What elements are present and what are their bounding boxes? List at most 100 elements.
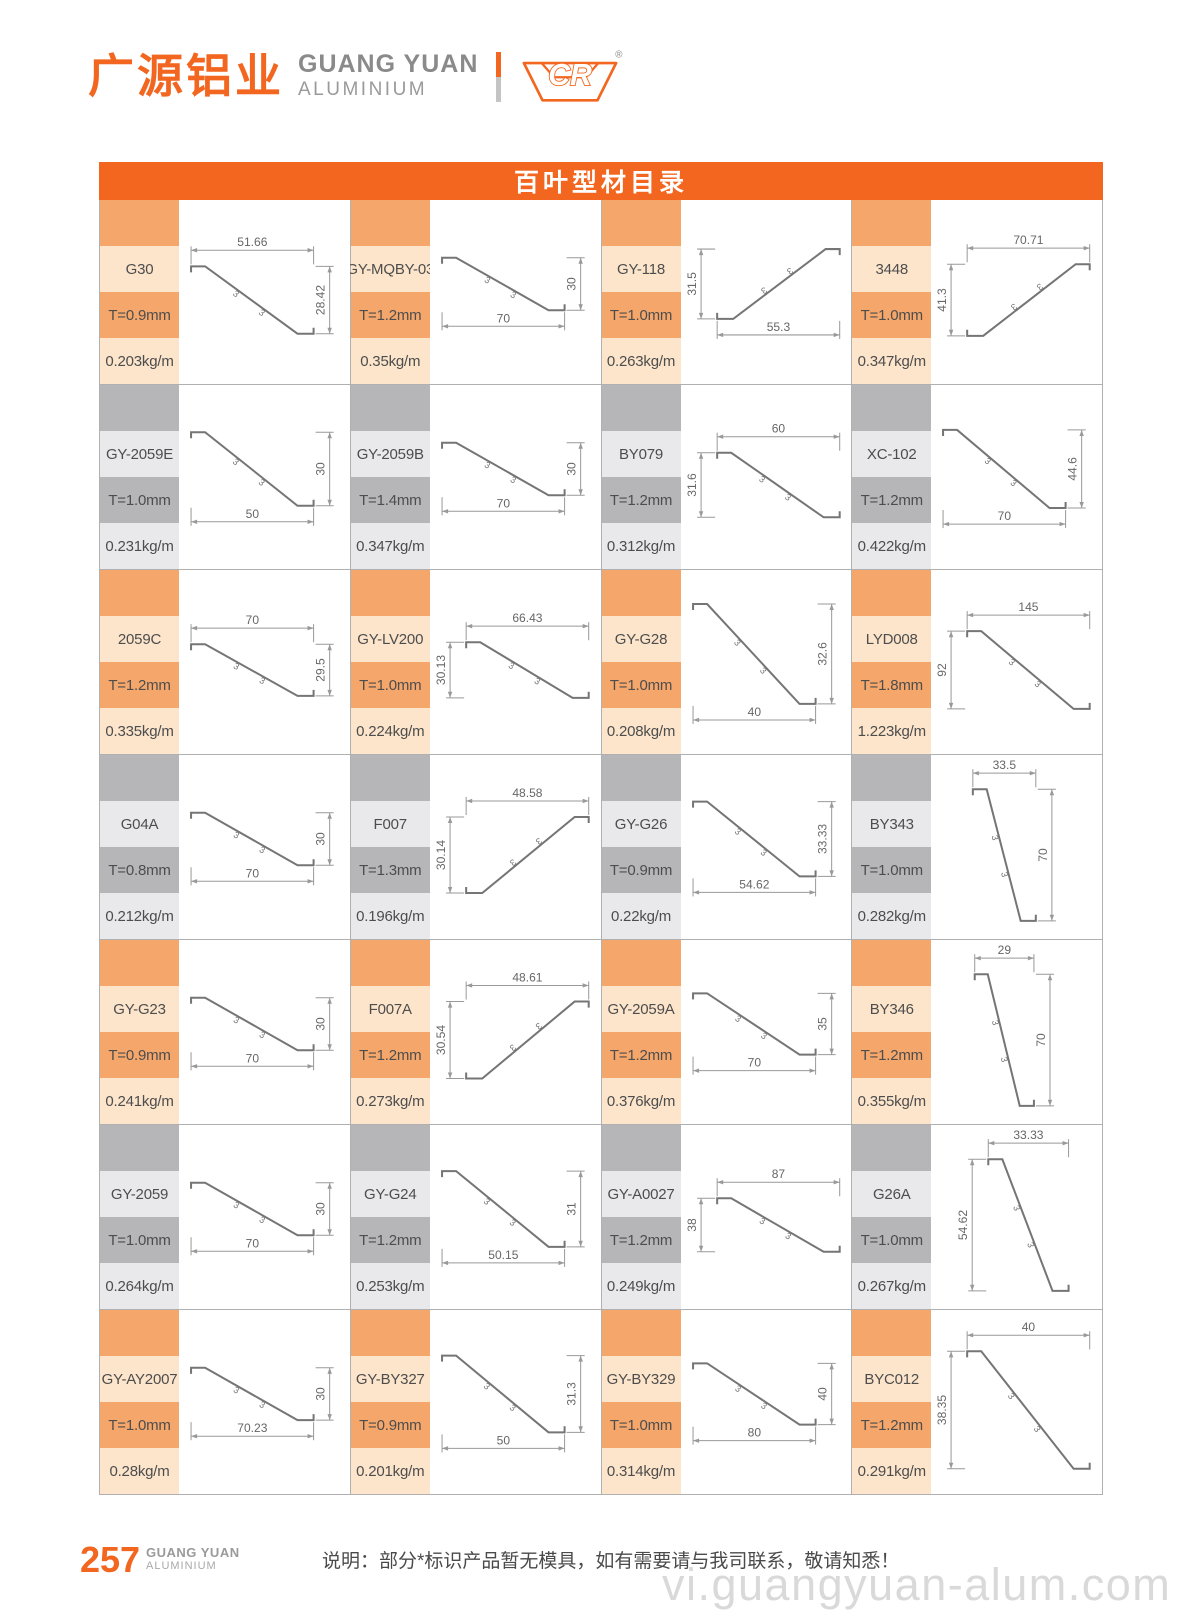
dimension-arrow (716, 434, 723, 439)
dimension-arrow (327, 1414, 332, 1421)
dimension-arrow (692, 890, 699, 895)
profile-thickness: T=1.2mm (852, 477, 932, 523)
clip-glyph: 3 (732, 637, 743, 647)
profile-outline (942, 428, 1067, 510)
profile-drawing: 3 3 54.62 33.33 (691, 800, 836, 897)
profile-drawing-area: 3 3 70 44.6 (931, 385, 1102, 569)
catalog-row: GY-2059E T=1.0mm 0.231kg/m 3 3 50 30 GY-2059B T=… (100, 385, 1103, 570)
profile-thickness: T=1.0mm (100, 1217, 179, 1263)
clip-glyph: 3 (733, 1013, 743, 1024)
dimension-label: 30.13 (434, 655, 448, 685)
dimension-label: 31.5 (685, 272, 699, 296)
profile-weight: 0.263kg/m (601, 338, 681, 384)
dimension-label: 28.42 (314, 285, 328, 315)
dimension-label: 30 (564, 277, 578, 291)
profile-code: GY-2059 (100, 1171, 179, 1217)
profile-thickness: T=1.2mm (350, 1217, 430, 1263)
profile-drawing: 3 3 70 30 (190, 996, 334, 1071)
profile-weight: 0.422kg/m (852, 523, 932, 569)
dimension-arrow (828, 697, 834, 704)
profile-code: F007A (350, 986, 430, 1032)
clip-glyph: 3 (1007, 657, 1017, 668)
profile-drawing-area: 3 3 50 30 (179, 385, 350, 569)
dimension-arrow (447, 642, 453, 649)
logo-english: GUANG YUAN ALUMINIUM (298, 44, 478, 108)
profile-drawing-area: 3 3 51.66 28.42 (179, 200, 350, 384)
footer-brand-line1: GUANG YUAN (146, 1545, 240, 1560)
dimension-arrow (327, 499, 332, 506)
clip-glyph: 3 (258, 1029, 267, 1040)
profile-drawing-area: 3 3 55.3 31.5 (680, 200, 852, 384)
profile-cell: GY-BY329 T=1.0mm 0.314kg/m 3 3 80 40 (601, 1310, 853, 1495)
dimension-label: 70 (496, 496, 510, 510)
band-accent (601, 385, 681, 431)
clip-glyph: 3 (1011, 1204, 1022, 1212)
profile-drawing-area: 3 3 70 35 (680, 940, 852, 1124)
footer-brand: GUANG YUAN ALUMINIUM (146, 1545, 240, 1572)
profile-cell: GY-2059A T=1.2mm 0.376kg/m 3 3 70 35 (601, 940, 853, 1125)
dimension-arrow (191, 625, 198, 631)
dimension-arrow (1048, 974, 1053, 981)
clip-glyph: 3 (257, 477, 267, 488)
dimension-arrow (949, 702, 954, 709)
dimension-arrow (698, 249, 703, 256)
profile-drawing-area: 3 3 70.23 30 (179, 1310, 350, 1494)
band-accent (601, 570, 681, 616)
profile-thickness: T=0.9mm (100, 1032, 179, 1078)
dimension-arrow (943, 521, 950, 527)
profile-code: GY-2059A (601, 986, 681, 1032)
clip-glyph: 3 (508, 857, 518, 868)
profile-drawing-area: 3 3 145 92 (931, 570, 1102, 754)
profile-weight: 0.208kg/m (601, 708, 681, 754)
band-accent (852, 1125, 932, 1171)
band-accent (350, 1310, 430, 1356)
profile-label-column: GY-AY2007 T=1.0mm 0.28kg/m (100, 1310, 179, 1494)
band-accent (601, 755, 681, 801)
clip-glyph: 3 (258, 1399, 267, 1410)
profile-weight: 0.347kg/m (350, 523, 430, 569)
profile-label-column: G30 T=0.9mm 0.203kg/m (100, 200, 179, 384)
profile-drawing: 3 3 40 38.35 (935, 1320, 1091, 1470)
band-accent (100, 755, 179, 801)
clip-glyph: 3 (759, 1030, 769, 1041)
profile-weight: 0.203kg/m (100, 338, 179, 384)
profile-code: GY-LV200 (350, 616, 430, 662)
profile-drawing-area: 3 3 70 30 (179, 940, 350, 1124)
profile-label-column: G04A T=0.8mm 0.212kg/m (100, 755, 179, 939)
profile-outline (190, 1366, 315, 1422)
profile-outline (190, 996, 315, 1052)
dimension-arrow (578, 489, 583, 496)
profile-thickness: T=1.0mm (601, 1402, 681, 1448)
band-accent (350, 1125, 430, 1171)
clip-glyph: 3 (983, 456, 993, 467)
profile-label-column: GY-MQBY-03 T=1.2mm 0.35kg/m (346, 200, 434, 384)
catalog-row: GY-AY2007 T=1.0mm 0.28kg/m 3 3 70.23 30 GY-BY32… (100, 1310, 1103, 1495)
profile-thickness: T=1.2mm (601, 477, 681, 523)
dimension-label: 70 (747, 1056, 761, 1070)
profile-cell: GY-LV200 T=1.0mm 0.224kg/m 3 3 66.43 30.13 (350, 570, 602, 755)
dimension-arrow (447, 887, 453, 894)
clip-glyph: 3 (1025, 1241, 1036, 1249)
profile-drawing: 3 3 70 35 (691, 992, 836, 1075)
profile-drawing-area: 3 3 66.43 30.13 (429, 570, 601, 754)
profile-weight: 0.355kg/m (852, 1078, 932, 1124)
profile-cell: GY-2059 T=1.0mm 0.264kg/m 3 3 70 30 (100, 1125, 351, 1310)
catalog-row: G04A T=0.8mm 0.212kg/m 3 3 70 30 F007 T=1.3mm 0.1… (100, 755, 1103, 940)
clip-glyph: 3 (757, 665, 768, 675)
profile-thickness: T=1.2mm (601, 1217, 681, 1263)
dimension-label: 33.33 (815, 824, 829, 854)
profile-thickness: T=1.2mm (350, 1032, 430, 1078)
profile-outline (190, 265, 315, 335)
dimension-arrow (949, 1462, 954, 1469)
profile-label-column: F007A T=1.2mm 0.273kg/m (350, 940, 430, 1124)
band-accent (852, 1310, 932, 1356)
catalog-row: 2059C T=1.2mm 0.335kg/m 3 3 70 29.5 GY-LV200 T=1… (100, 570, 1103, 755)
profile-code: GY-G23 (100, 986, 179, 1032)
band-accent (852, 385, 932, 431)
clip-glyph: 3 (232, 830, 241, 841)
profile-outline (440, 441, 566, 497)
clip-glyph: 3 (257, 307, 267, 318)
profile-cell: GY-G26 T=0.9mm 0.22kg/m 3 3 54.62 33.33 (601, 755, 853, 940)
dimension-label: 38 (685, 1218, 699, 1232)
profile-weight: 0.273kg/m (350, 1078, 430, 1124)
